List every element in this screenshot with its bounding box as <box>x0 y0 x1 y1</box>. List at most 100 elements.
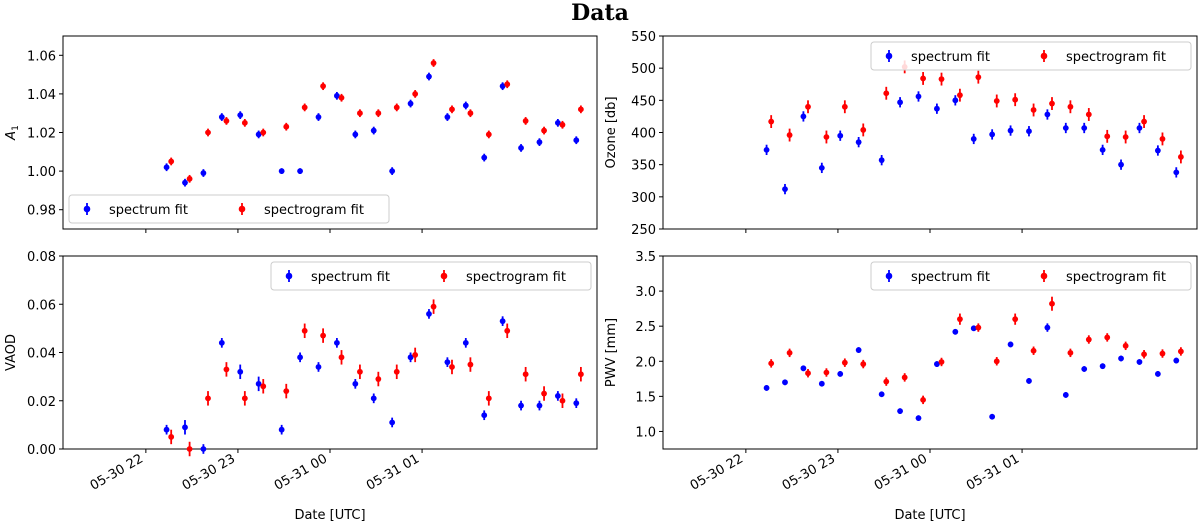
data-point <box>168 158 175 165</box>
data-point <box>1104 133 1111 140</box>
data-point <box>163 164 170 171</box>
legend-marker <box>1040 52 1048 60</box>
y-tick-label: 3.0 <box>635 285 656 300</box>
data-point <box>952 328 959 335</box>
data-point <box>1173 357 1180 364</box>
y-tick-label: 1.04 <box>27 88 56 103</box>
data-point <box>860 127 867 133</box>
data-point <box>786 132 793 138</box>
data-point <box>1085 111 1092 118</box>
x-tick-label: 05-30 22 <box>688 451 746 493</box>
y-axis-label: VAOD <box>4 334 19 371</box>
y-tick-label: 3.5 <box>635 250 656 265</box>
data-point <box>301 104 308 111</box>
data-point <box>1012 96 1019 103</box>
data-point <box>1118 355 1124 362</box>
data-point <box>393 104 400 111</box>
data-point <box>554 393 561 399</box>
data-point <box>989 131 996 138</box>
data-point <box>1049 100 1055 107</box>
data-point <box>841 103 848 110</box>
legend-entry-label: spectrum fit <box>109 203 188 218</box>
y-axis-label: Ozone [db] <box>604 96 619 168</box>
data-point <box>1177 348 1184 355</box>
data-point <box>412 91 419 97</box>
data-point <box>768 360 775 367</box>
data-point <box>467 110 474 117</box>
data-point <box>200 170 207 176</box>
legend-marker <box>285 272 293 280</box>
data-point <box>536 402 543 409</box>
data-point <box>357 368 363 375</box>
data-point <box>1067 349 1074 356</box>
x-axis-label: Date [UTC] <box>894 508 965 522</box>
legend-entry-label: spectrum fit <box>911 270 990 285</box>
data-point <box>255 131 262 138</box>
data-point <box>1081 125 1088 131</box>
data-point <box>218 114 225 120</box>
data-point <box>1067 103 1074 110</box>
data-point <box>577 371 584 378</box>
data-point <box>897 99 903 106</box>
data-point <box>375 110 382 117</box>
y-tick-label: 1.00 <box>27 165 56 180</box>
data-point <box>1049 300 1055 307</box>
panel-vaod: 0.00 0.02 0.04 0.06 0.08 05-30 22 05-30 23 05-3… <box>4 250 598 522</box>
data-point <box>975 324 982 331</box>
y-tick-label: 1.0 <box>635 425 656 440</box>
data-point <box>855 347 862 353</box>
y-tick-label: 250 <box>631 223 656 238</box>
data-point <box>315 114 322 120</box>
x-tick-label: 05-31 00 <box>272 451 330 493</box>
y-axis-label: A1 <box>4 125 21 141</box>
data-point <box>522 118 529 124</box>
data-point <box>1007 341 1014 348</box>
data-point <box>393 368 400 375</box>
data-point <box>855 139 862 146</box>
legend-marker <box>238 205 246 213</box>
legend-marker <box>885 272 893 280</box>
data-point <box>278 426 285 433</box>
data-point <box>901 374 908 381</box>
data-point <box>301 327 308 334</box>
legend-marker <box>83 205 91 213</box>
data-point <box>412 352 419 358</box>
data-point <box>352 131 359 138</box>
data-point <box>1122 134 1129 140</box>
data-point <box>1154 371 1161 377</box>
series-spectrogram-fit <box>768 60 1184 164</box>
series-spectrogram-fit <box>768 296 1184 405</box>
data-point <box>573 400 580 407</box>
data-point <box>504 327 511 334</box>
data-point <box>357 110 363 117</box>
series-spectrum-fit <box>163 309 580 454</box>
legend-box <box>68 194 390 224</box>
data-point <box>989 413 996 420</box>
data-point <box>1062 125 1069 131</box>
data-point <box>182 179 188 186</box>
data-point <box>1044 324 1051 331</box>
data-point <box>334 92 340 99</box>
data-point <box>993 98 1000 104</box>
y-tick-label: 300 <box>631 191 656 206</box>
x-tick-label: 05-31 01 <box>964 451 1022 493</box>
legend-marker <box>885 52 893 60</box>
data-point <box>320 332 326 339</box>
legend: spectrum fit spectrogram fit <box>270 261 592 291</box>
x-tick-label: 05-30 22 <box>88 451 146 493</box>
legend-entry-label: spectrogram fit <box>264 203 364 218</box>
data-point <box>389 168 396 175</box>
data-point <box>504 81 511 88</box>
data-point <box>915 415 922 422</box>
y-tick-label: 500 <box>631 62 656 77</box>
x-tick-label: 05-30 23 <box>780 451 838 493</box>
y-axis-label-main: A <box>4 131 19 141</box>
x-axis-label: Date [UTC] <box>294 508 365 522</box>
data-point <box>823 369 830 376</box>
data-point <box>573 137 580 144</box>
data-point <box>841 359 848 366</box>
data-point <box>430 303 437 310</box>
data-point <box>920 396 926 403</box>
